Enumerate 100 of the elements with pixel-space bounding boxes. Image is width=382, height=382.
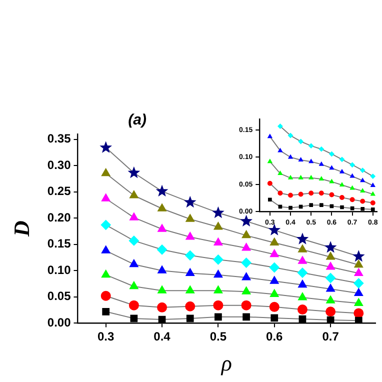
point bbox=[350, 174, 355, 178]
point bbox=[288, 192, 294, 198]
point bbox=[185, 301, 196, 312]
point bbox=[100, 141, 112, 153]
point bbox=[354, 260, 364, 268]
point bbox=[242, 286, 251, 294]
point bbox=[157, 244, 168, 255]
point bbox=[214, 286, 223, 294]
point bbox=[326, 306, 336, 317]
point bbox=[298, 244, 307, 252]
point bbox=[186, 314, 194, 322]
point bbox=[319, 176, 324, 180]
point bbox=[270, 289, 279, 298]
point bbox=[213, 300, 224, 310]
point bbox=[354, 288, 364, 296]
point bbox=[298, 280, 307, 288]
point bbox=[158, 286, 166, 294]
point bbox=[278, 171, 282, 176]
point bbox=[308, 175, 314, 180]
point bbox=[360, 188, 365, 192]
point bbox=[130, 259, 138, 268]
point bbox=[340, 205, 344, 210]
point bbox=[101, 246, 110, 254]
point bbox=[130, 190, 138, 198]
point bbox=[128, 300, 139, 310]
point bbox=[298, 315, 306, 323]
point bbox=[212, 206, 224, 218]
point bbox=[268, 198, 272, 202]
point bbox=[269, 302, 280, 312]
point bbox=[308, 159, 314, 164]
point bbox=[288, 206, 292, 210]
point bbox=[186, 232, 195, 240]
point bbox=[370, 183, 376, 188]
point bbox=[241, 300, 252, 310]
point bbox=[186, 286, 195, 294]
point bbox=[297, 304, 308, 315]
point bbox=[329, 179, 334, 184]
point bbox=[102, 308, 110, 316]
point bbox=[360, 178, 365, 182]
point bbox=[100, 220, 111, 230]
point bbox=[101, 270, 110, 278]
point bbox=[241, 258, 252, 268]
point bbox=[370, 174, 376, 179]
point bbox=[130, 314, 138, 322]
point bbox=[270, 276, 279, 284]
point bbox=[242, 230, 251, 238]
point bbox=[158, 204, 166, 212]
point bbox=[268, 224, 281, 236]
point bbox=[100, 290, 111, 301]
y-axis-title: D bbox=[8, 220, 34, 238]
point bbox=[354, 268, 364, 276]
point bbox=[350, 186, 355, 190]
point bbox=[242, 243, 251, 251]
point bbox=[354, 308, 364, 318]
x-tick-label: 0.4 bbox=[154, 330, 171, 344]
y-tick-label: 0.15 bbox=[47, 236, 72, 251]
point bbox=[339, 156, 344, 162]
point bbox=[130, 212, 138, 220]
y-tick-label: 0.25 bbox=[47, 184, 72, 198]
x-tick-label: 0.6 bbox=[266, 330, 284, 344]
point bbox=[319, 203, 324, 207]
y-tick-label: 0.35 bbox=[47, 132, 72, 146]
point bbox=[326, 296, 335, 304]
point bbox=[214, 238, 223, 246]
point bbox=[184, 196, 196, 208]
point bbox=[360, 206, 364, 211]
point bbox=[242, 272, 251, 280]
point bbox=[101, 194, 110, 202]
point bbox=[329, 166, 334, 170]
point bbox=[214, 270, 223, 278]
point bbox=[214, 313, 222, 321]
point bbox=[318, 190, 324, 196]
point bbox=[339, 194, 344, 200]
point bbox=[340, 169, 344, 174]
point bbox=[242, 313, 250, 321]
point bbox=[298, 292, 307, 300]
point bbox=[354, 316, 362, 324]
point bbox=[324, 241, 337, 253]
point bbox=[101, 168, 110, 176]
point bbox=[298, 175, 304, 180]
point bbox=[270, 249, 279, 258]
point bbox=[240, 214, 252, 226]
point bbox=[130, 281, 138, 290]
point bbox=[308, 190, 314, 196]
point bbox=[370, 200, 376, 206]
point bbox=[350, 206, 354, 210]
point bbox=[329, 192, 334, 198]
point bbox=[278, 124, 283, 129]
point bbox=[326, 284, 335, 292]
point bbox=[370, 192, 376, 196]
point bbox=[186, 268, 195, 276]
point bbox=[128, 236, 139, 246]
x-tick-label: 0.7 bbox=[322, 330, 340, 344]
point bbox=[186, 214, 195, 222]
point bbox=[278, 190, 283, 196]
point bbox=[354, 278, 364, 288]
point bbox=[329, 151, 334, 156]
point bbox=[270, 238, 279, 246]
point bbox=[156, 184, 168, 197]
y-tick-label: 0.10 bbox=[47, 262, 72, 277]
